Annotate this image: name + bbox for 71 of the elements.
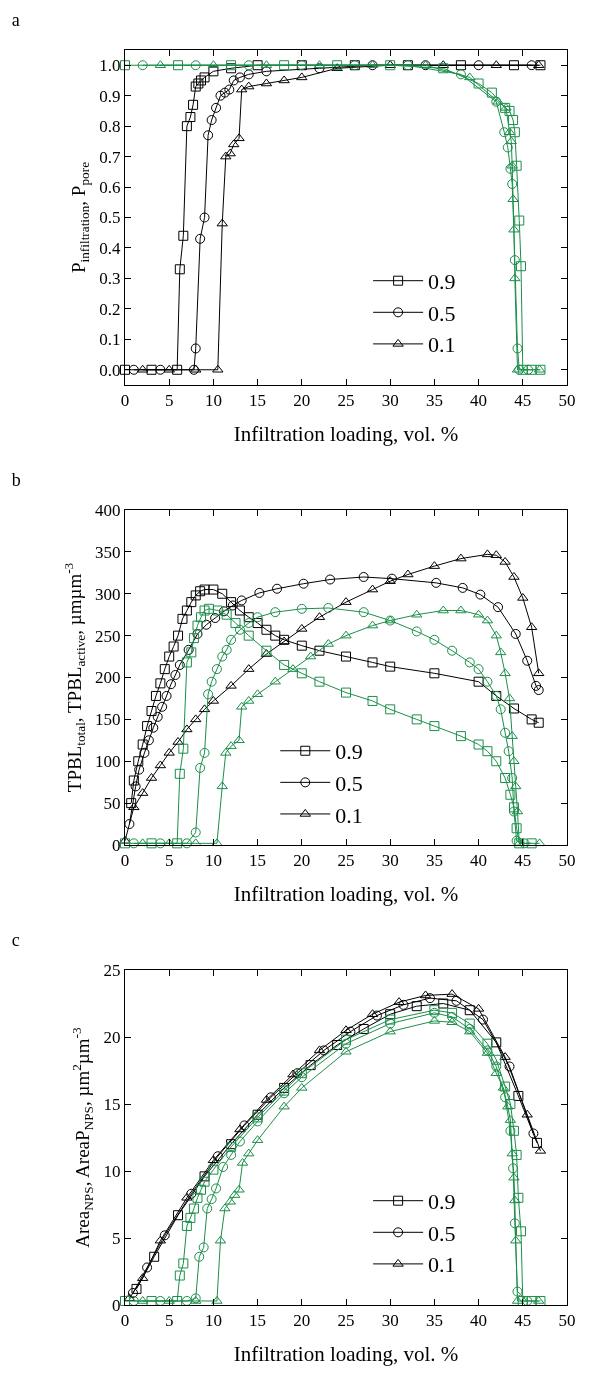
x-tick-label: 5 (164, 1311, 174, 1331)
y-tick-label: 5 (112, 1228, 121, 1248)
legend-label: 0.5 (428, 300, 456, 326)
y-tick-label: 0.7 (99, 147, 122, 167)
x-tick-label: 25 (337, 851, 355, 871)
x-tick-label: 20 (293, 391, 311, 411)
x-tick-label: 35 (425, 1311, 443, 1331)
x-tick-label: 10 (204, 1311, 222, 1331)
chart-title: b (11, 470, 21, 491)
y-tick-label: 200 (95, 668, 121, 688)
legend-label: 0.5 (335, 770, 363, 796)
x-tick-label: 20 (293, 1311, 311, 1331)
y-tick-label: 0 (112, 1295, 121, 1315)
x-tick-label: 5 (164, 391, 174, 411)
x-tick-label: 30 (381, 1311, 399, 1331)
y-tick-label: 20 (103, 1027, 121, 1047)
x-tick-label: 35 (425, 851, 443, 871)
y-tick-label: 100 (95, 752, 121, 772)
y-tick-label: 0.3 (99, 269, 121, 289)
x-tick-label: 15 (249, 1311, 267, 1331)
x-tick-label: 15 (249, 391, 267, 411)
y-tick-label: 0.6 (99, 178, 121, 197)
y-tick-label: 0.5 (99, 208, 121, 228)
y-tick-label: 0.0 (99, 360, 121, 380)
x-tick-label: 45 (514, 391, 532, 411)
y-tick-label: 350 (95, 542, 121, 562)
x-tick-label: 30 (381, 851, 399, 871)
y-tick-label: 10 (103, 1161, 121, 1181)
x-tick-label: 10 (204, 391, 222, 411)
legend-label: 0.9 (335, 739, 363, 765)
y-tick-label: 0.8 (99, 117, 121, 137)
x-tick-label: 30 (381, 391, 399, 411)
y-tick-label: 25 (103, 960, 121, 980)
x-tick-label: 45 (514, 851, 532, 871)
y-tick-label: 0.9 (99, 86, 121, 106)
x-tick-label: 25 (337, 391, 355, 411)
x-axis-title: Infiltration loading, vol. % (233, 881, 459, 906)
y-tick-label: 0 (112, 835, 121, 855)
x-axis-title: Infiltration loading, vol. % (233, 1341, 459, 1366)
legend-label: 0.1 (428, 332, 456, 358)
y-tick-label: 0.2 (99, 299, 121, 319)
chart-title: c (11, 930, 20, 951)
y-tick-label: 1.0 (99, 56, 121, 76)
x-tick-label: 50 (558, 1311, 576, 1331)
x-axis-title: Infiltration loading, vol. % (233, 421, 459, 446)
x-tick-label: 40 (470, 1311, 488, 1331)
x-tick-label: 45 (514, 1311, 532, 1331)
legend-label: 0.9 (428, 269, 456, 295)
y-tick-label: 150 (95, 710, 121, 730)
x-tick-label: 15 (249, 851, 267, 871)
y-tick-label: 400 (95, 500, 121, 520)
y-tick-label: 50 (103, 794, 121, 814)
y-tick-label: 300 (95, 584, 121, 604)
x-tick-label: 35 (425, 391, 443, 411)
y-tick-label: 0.4 (99, 238, 122, 258)
x-tick-label: 40 (470, 391, 488, 411)
x-tick-label: 40 (470, 851, 488, 871)
legend-label: 0.9 (428, 1189, 456, 1215)
x-tick-label: 10 (204, 851, 222, 871)
y-tick-label: 15 (103, 1094, 121, 1114)
x-tick-label: 5 (164, 851, 174, 871)
y-tick-label: 0.1 (99, 330, 121, 350)
chart-title: a (11, 10, 20, 31)
y-tick-label: 250 (95, 626, 121, 646)
x-tick-label: 25 (337, 1311, 355, 1331)
legend-label: 0.1 (428, 1252, 456, 1278)
x-tick-label: 50 (558, 851, 576, 871)
x-tick-label: 50 (558, 391, 576, 411)
legend-label: 0.5 (428, 1220, 456, 1246)
legend-label: 0.1 (335, 802, 363, 828)
x-tick-label: 20 (293, 851, 311, 871)
